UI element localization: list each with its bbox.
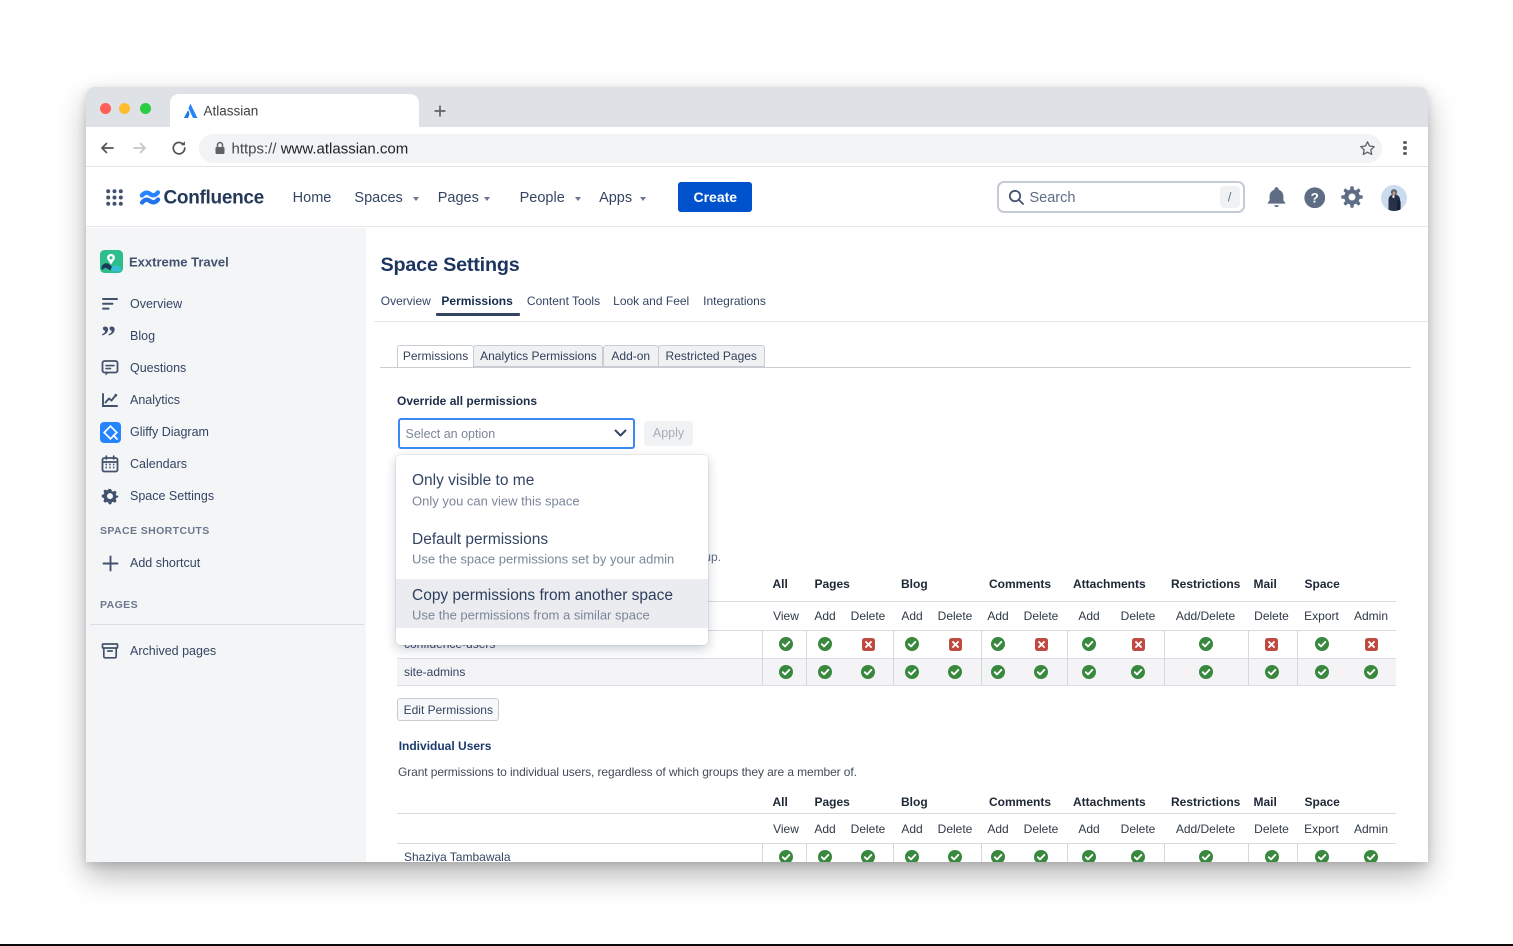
svg-text:?: ?: [1310, 190, 1318, 205]
